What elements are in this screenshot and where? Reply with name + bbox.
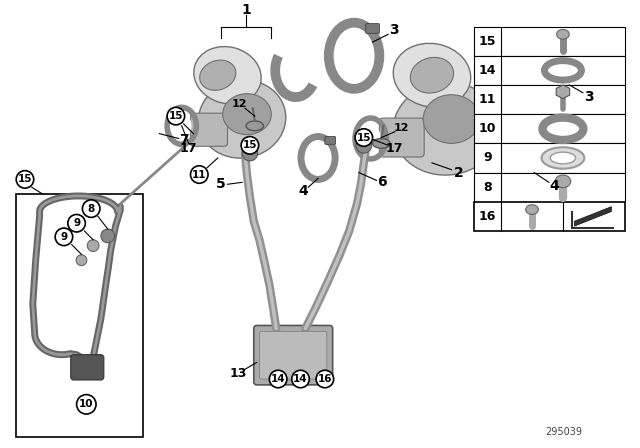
- FancyBboxPatch shape: [71, 355, 104, 380]
- Circle shape: [77, 395, 96, 414]
- Circle shape: [269, 370, 287, 388]
- Ellipse shape: [223, 94, 271, 134]
- Text: 15: 15: [169, 111, 183, 121]
- FancyBboxPatch shape: [575, 47, 589, 57]
- Ellipse shape: [410, 57, 454, 93]
- Bar: [474, 56, 625, 85]
- Text: 2: 2: [453, 166, 463, 180]
- Text: 12: 12: [232, 99, 247, 109]
- Ellipse shape: [541, 147, 584, 169]
- Text: 1: 1: [241, 3, 251, 17]
- Circle shape: [242, 145, 258, 161]
- Text: 10: 10: [479, 122, 496, 135]
- Text: 16: 16: [317, 374, 332, 384]
- Text: 11: 11: [192, 169, 207, 180]
- Ellipse shape: [499, 143, 531, 186]
- Text: 12: 12: [394, 123, 410, 133]
- Text: 9: 9: [60, 232, 67, 242]
- Text: 13: 13: [230, 366, 247, 379]
- FancyBboxPatch shape: [380, 118, 424, 157]
- Text: 4: 4: [550, 179, 559, 193]
- Circle shape: [87, 240, 99, 251]
- Text: 15: 15: [356, 133, 371, 142]
- Text: 9: 9: [483, 151, 492, 164]
- Circle shape: [191, 166, 208, 183]
- Text: 11: 11: [479, 93, 496, 106]
- Circle shape: [83, 200, 100, 217]
- Text: 3: 3: [584, 90, 593, 103]
- Bar: [474, 202, 625, 231]
- Text: 15: 15: [479, 34, 496, 47]
- Ellipse shape: [393, 82, 500, 175]
- Bar: [474, 143, 625, 172]
- Ellipse shape: [550, 124, 575, 134]
- Text: 8: 8: [483, 181, 492, 194]
- Ellipse shape: [555, 175, 571, 188]
- Text: 17: 17: [385, 142, 403, 155]
- Circle shape: [241, 137, 259, 154]
- Text: 17: 17: [180, 142, 197, 155]
- Text: 295039: 295039: [545, 427, 582, 437]
- Bar: [474, 114, 625, 143]
- Text: 3: 3: [389, 23, 399, 38]
- Ellipse shape: [393, 43, 471, 107]
- Ellipse shape: [552, 65, 573, 75]
- FancyBboxPatch shape: [366, 24, 380, 33]
- Polygon shape: [556, 85, 570, 99]
- Ellipse shape: [172, 113, 191, 138]
- Text: 16: 16: [479, 210, 496, 223]
- Bar: [474, 85, 625, 114]
- Text: 10: 10: [79, 399, 93, 409]
- Ellipse shape: [337, 31, 372, 80]
- Circle shape: [292, 370, 309, 388]
- FancyBboxPatch shape: [325, 137, 335, 144]
- Ellipse shape: [557, 30, 569, 39]
- Ellipse shape: [525, 205, 538, 215]
- Text: 9: 9: [73, 218, 80, 228]
- Ellipse shape: [423, 95, 480, 143]
- FancyBboxPatch shape: [524, 134, 536, 142]
- Ellipse shape: [246, 121, 264, 131]
- Ellipse shape: [547, 57, 580, 103]
- Text: 14: 14: [271, 374, 285, 384]
- Ellipse shape: [372, 138, 390, 148]
- Circle shape: [76, 255, 87, 266]
- Text: 8: 8: [88, 203, 95, 214]
- Text: 15: 15: [18, 174, 32, 185]
- Ellipse shape: [360, 125, 381, 152]
- Ellipse shape: [307, 143, 329, 172]
- Ellipse shape: [200, 60, 236, 90]
- Bar: [16, 194, 143, 437]
- Circle shape: [101, 229, 115, 243]
- FancyBboxPatch shape: [260, 332, 327, 379]
- FancyBboxPatch shape: [191, 113, 227, 146]
- Circle shape: [355, 129, 372, 146]
- Polygon shape: [574, 207, 611, 226]
- Text: 14: 14: [479, 64, 496, 77]
- Bar: [474, 26, 625, 56]
- Text: 14: 14: [293, 374, 308, 384]
- FancyBboxPatch shape: [254, 325, 333, 385]
- Circle shape: [167, 108, 185, 125]
- Circle shape: [16, 171, 34, 188]
- Circle shape: [55, 228, 73, 246]
- Circle shape: [316, 370, 333, 388]
- Text: 4: 4: [299, 184, 308, 198]
- Ellipse shape: [194, 47, 261, 104]
- Text: 5: 5: [216, 177, 225, 191]
- Circle shape: [68, 215, 85, 232]
- Ellipse shape: [198, 80, 286, 158]
- Ellipse shape: [550, 152, 575, 164]
- Bar: [474, 172, 625, 202]
- Text: 6: 6: [378, 175, 387, 190]
- Text: 7: 7: [179, 134, 189, 147]
- Text: 15: 15: [243, 140, 257, 151]
- Circle shape: [356, 138, 372, 153]
